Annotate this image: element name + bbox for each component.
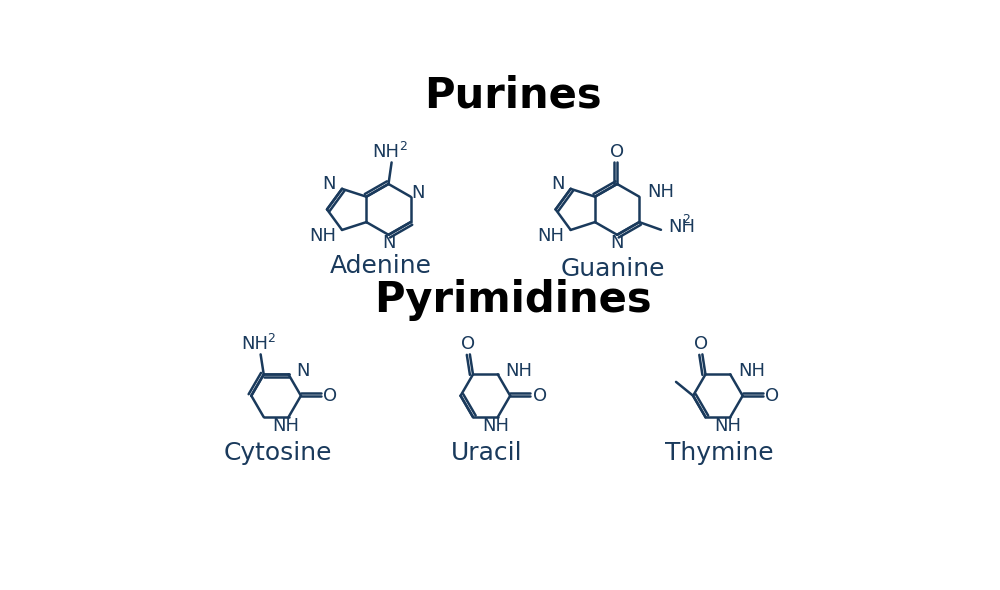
Text: NH: NH — [506, 362, 533, 381]
Text: O: O — [694, 335, 708, 353]
Text: Pyrimidines: Pyrimidines — [374, 279, 651, 322]
Text: 2: 2 — [268, 332, 275, 345]
Text: Guanine: Guanine — [561, 257, 666, 281]
Text: O: O — [610, 143, 624, 162]
Text: Thymine: Thymine — [665, 441, 774, 465]
Text: 2: 2 — [399, 140, 407, 153]
Text: N: N — [610, 234, 624, 251]
Text: N: N — [296, 362, 310, 381]
Text: N: N — [382, 234, 395, 251]
Text: NH: NH — [273, 417, 300, 435]
Text: Adenine: Adenine — [330, 254, 432, 278]
Text: NH: NH — [482, 417, 509, 435]
Text: Uracil: Uracil — [451, 441, 523, 465]
Text: N: N — [551, 175, 564, 193]
Text: O: O — [533, 386, 547, 405]
Text: NH: NH — [242, 335, 269, 353]
Text: O: O — [765, 386, 779, 405]
Text: NH: NH — [647, 183, 674, 201]
Text: O: O — [461, 335, 475, 353]
Text: NH: NH — [669, 218, 696, 236]
Text: NH: NH — [537, 227, 564, 245]
Text: N: N — [322, 175, 336, 193]
Text: Purines: Purines — [424, 74, 601, 116]
Text: O: O — [323, 386, 337, 405]
Text: NH: NH — [714, 417, 741, 435]
Text: 2: 2 — [683, 212, 690, 225]
Text: N: N — [412, 184, 425, 202]
Text: NH: NH — [738, 362, 765, 381]
Text: NH: NH — [373, 143, 400, 162]
Text: Cytosine: Cytosine — [223, 441, 332, 465]
Text: NH: NH — [309, 227, 336, 245]
